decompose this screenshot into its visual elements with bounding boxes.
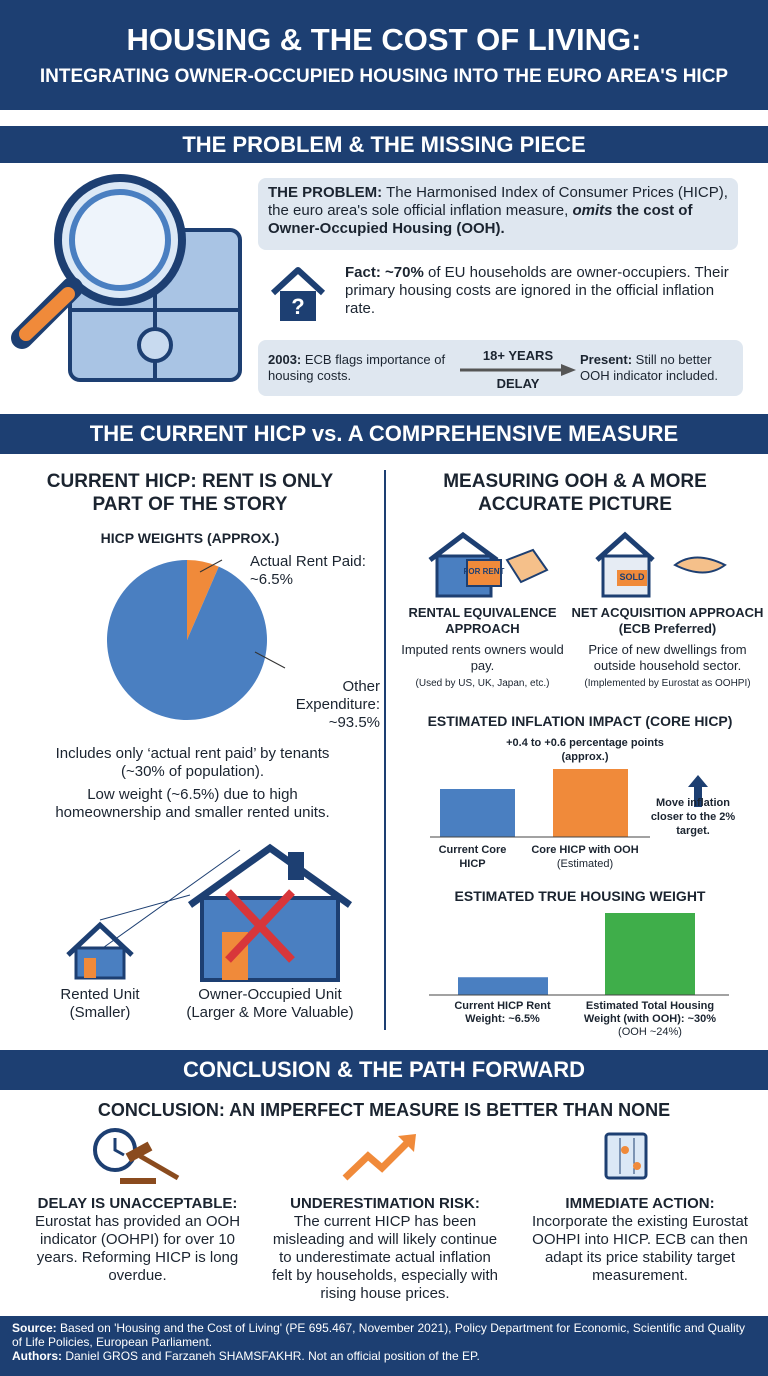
approach: RENTAL EQUIVALENCE APPROACH Imputed rent… bbox=[395, 605, 570, 689]
arrow-text: Move inflation closer to the 2% target. bbox=[650, 797, 736, 837]
approach-title: NET ACQUISITION APPROACH (ECB Preferred) bbox=[571, 605, 764, 636]
value-label: ~6.5% bbox=[508, 1013, 540, 1025]
leader-line bbox=[254, 651, 286, 669]
section-heading: CONCLUSION & THE PATH FORWARD bbox=[0, 1050, 768, 1090]
item-title: IMMEDIATE ACTION: bbox=[565, 1195, 715, 1212]
label: Source: bbox=[12, 1321, 57, 1335]
note: (Estimated) bbox=[556, 858, 614, 870]
approach-text: Price of new dwellings from outside hous… bbox=[588, 642, 747, 673]
name: Rented Unit bbox=[60, 986, 140, 1003]
weight-label: Current HICP Rent Weight: ~6.5% bbox=[445, 1000, 560, 1026]
item-text: Incorporate the existing Eurostat OOHPI … bbox=[532, 1213, 748, 1284]
note: (Larger & More Valuable) bbox=[186, 1004, 354, 1021]
conclusion-item: IMMEDIATE ACTION: Incorporate the existin… bbox=[530, 1195, 750, 1285]
house-label: Owner-Occupied Unit (Larger & More Valuab… bbox=[165, 986, 375, 1022]
delay: 18+ YEARS bbox=[482, 348, 554, 363]
text: ECB flags importance of housing costs. bbox=[268, 352, 446, 383]
pie-chart bbox=[107, 559, 286, 720]
name: Owner-Occupied Unit bbox=[198, 986, 342, 1003]
column-heading: CURRENT HICP: RENT IS ONLY PART OF THE S… bbox=[46, 471, 334, 515]
label: Actual Rent Paid: bbox=[250, 553, 366, 570]
label: Fact: bbox=[345, 264, 381, 281]
problem-box: THE PROBLEM: The Harmonised Index of Con… bbox=[258, 178, 738, 250]
weight-chart bbox=[429, 913, 729, 996]
impact-label: Current Core HICP bbox=[438, 844, 507, 870]
item-text: Eurostat has provided an OOH indicator (… bbox=[34, 1213, 241, 1284]
text: Still no better OOH indicator included. bbox=[580, 352, 719, 383]
conclusion-item: DELAY IS UNACCEPTABLE: Eurostat has provi… bbox=[25, 1195, 250, 1285]
note: Includes only ‘actual rent paid’ by tena… bbox=[55, 745, 330, 780]
approach-note: (Implemented by Eurostat as OOHPI) bbox=[584, 678, 751, 689]
section-heading: THE PROBLEM & THE MISSING PIECE bbox=[0, 126, 768, 163]
bar bbox=[605, 913, 695, 995]
timeline: 2003: ECB flags importance of housing co… bbox=[258, 340, 743, 396]
conclusion-item: UNDERESTIMATION RISK: The current HICP ha… bbox=[270, 1195, 500, 1303]
conclusion-icons bbox=[93, 1128, 648, 1184]
pie-title: HICP WEIGHTS (APPROX.) bbox=[100, 530, 280, 546]
leader-line bbox=[199, 559, 223, 573]
divider bbox=[384, 470, 386, 1030]
title: HOUSING & THE COST OF LIVING: bbox=[126, 22, 642, 57]
label: Estimated Total Housing Weight (with OOH… bbox=[583, 1000, 715, 1025]
bar bbox=[458, 977, 548, 995]
impact-title: ESTIMATED INFLATION IMPACT (CORE HICP) bbox=[427, 713, 733, 729]
label: Current HICP Rent Weight: bbox=[454, 1000, 551, 1025]
authors: Daniel GROS and Farzaneh SHAMSFAKHR. Not… bbox=[65, 1349, 480, 1363]
impact-bars bbox=[430, 769, 708, 838]
house-question-icon: ? bbox=[270, 267, 326, 321]
delay: DELAY bbox=[496, 376, 540, 391]
pie-slice bbox=[187, 560, 219, 640]
label: Core HICP with OOH bbox=[531, 844, 639, 856]
note: (OOH ~24%) bbox=[618, 1026, 682, 1038]
sign: FOR RENT bbox=[464, 567, 505, 576]
pie-label: Other Expenditure: ~93.5% bbox=[270, 678, 380, 732]
header: HOUSING & THE COST OF LIVING: INTEGRATIN… bbox=[0, 0, 768, 110]
column-heading: MEASURING OOH & A MORE ACCURATE PICTURE bbox=[443, 471, 707, 515]
fact: Fact: ~70% of EU households are owner-oc… bbox=[345, 264, 745, 318]
text: The Harmonised Index of Consumer Prices … bbox=[268, 184, 728, 219]
label: 2003: bbox=[268, 352, 302, 367]
section-heading: THE CURRENT HICP vs. A COMPREHENSIVE MEA… bbox=[0, 414, 768, 454]
value-label: ~30% bbox=[687, 1013, 717, 1025]
approach-note: (Used by US, UK, Japan, etc.) bbox=[415, 678, 550, 689]
emphasis: omits bbox=[572, 202, 613, 219]
house-label: Rented Unit (Smaller) bbox=[45, 986, 155, 1022]
note: Low weight (~6.5%) due to high homeowner… bbox=[55, 786, 330, 821]
subtitle: INTEGRATING OWNER-OCCUPIED HOUSING INTO … bbox=[39, 66, 729, 87]
approach-text: Imputed rents owners would pay. bbox=[401, 642, 564, 673]
label: Authors: bbox=[12, 1349, 62, 1363]
share: ~70% bbox=[385, 264, 424, 281]
item-title: DELAY IS UNACCEPTABLE: bbox=[37, 1195, 238, 1212]
approach-title: RENTAL EQUIVALENCE APPROACH bbox=[408, 605, 557, 636]
value-label: ~6.5% bbox=[250, 571, 293, 588]
text: of EU households are owner-occupiers. Th… bbox=[345, 264, 729, 317]
value-label: ~93.5% bbox=[328, 714, 380, 731]
svg-text:?: ? bbox=[291, 294, 304, 319]
sign: SOLD bbox=[619, 572, 645, 582]
search-puzzle-icon bbox=[11, 174, 242, 382]
approach: NET ACQUISITION APPROACH (ECB Preferred)… bbox=[570, 605, 765, 689]
houses-illustration bbox=[66, 843, 353, 982]
weight-label: Estimated Total Housing Weight (with OOH… bbox=[575, 1000, 725, 1039]
label: THE PROBLEM: bbox=[268, 184, 383, 201]
item-title: UNDERESTIMATION RISK: bbox=[290, 1195, 480, 1212]
label: Present: bbox=[580, 352, 633, 367]
tail: the cost of Owner-Occupied Housing (OOH)… bbox=[268, 202, 693, 237]
footer: Source: Based on 'Housing and the Cost o… bbox=[0, 1316, 768, 1376]
label: Other Expenditure: bbox=[295, 678, 380, 713]
arrow bbox=[460, 364, 576, 376]
impact-label: Core HICP with OOH (Estimated) bbox=[525, 843, 645, 871]
pie-label: Actual Rent Paid: ~6.5% bbox=[250, 553, 370, 589]
item-text: The current HICP has been misleading and… bbox=[272, 1213, 498, 1302]
pie-slice bbox=[107, 560, 267, 720]
weight-title: ESTIMATED TRUE HOUSING WEIGHT bbox=[454, 888, 706, 904]
note: (Smaller) bbox=[69, 1004, 131, 1021]
approach-icons: FOR RENT SOLD bbox=[428, 531, 727, 598]
source: Based on 'Housing and the Cost of Living… bbox=[12, 1321, 745, 1349]
annotation: +0.4 to +0.6 percentage points (approx.) bbox=[506, 737, 664, 763]
subheading: CONCLUSION: AN IMPERFECT MEASURE IS BETT… bbox=[97, 1100, 671, 1120]
